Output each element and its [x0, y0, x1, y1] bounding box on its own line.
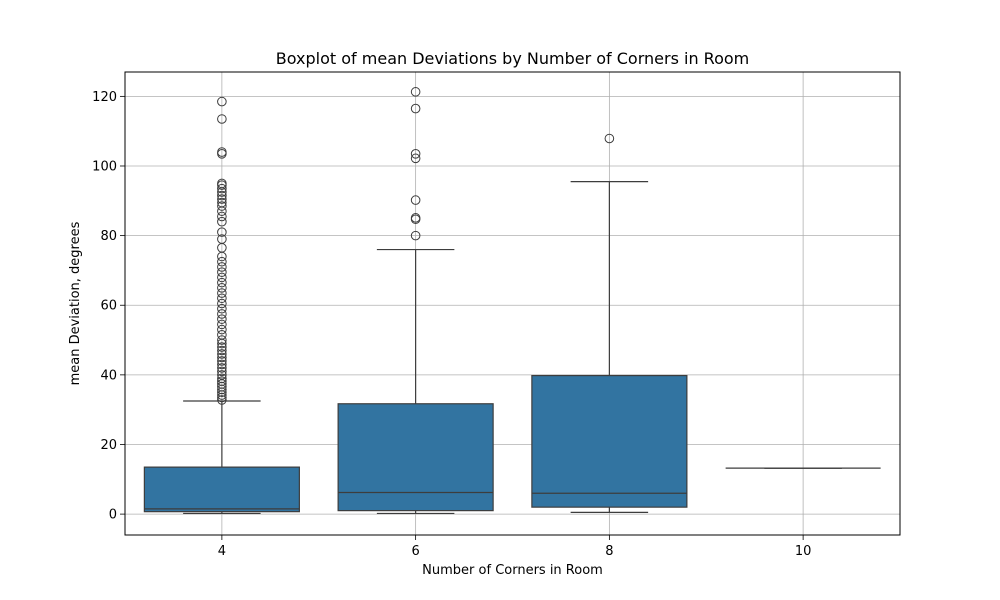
outlier-point	[217, 234, 227, 244]
outlier-point	[410, 103, 421, 114]
boxes-group	[143, 87, 881, 515]
outlier-point	[217, 303, 227, 314]
outlier-point	[217, 147, 227, 157]
outlier-point	[217, 96, 227, 107]
outlier-point	[217, 194, 227, 204]
x-tick-label: 10	[795, 544, 812, 559]
y-tick-label: 120	[92, 90, 117, 105]
outlier-point	[217, 324, 227, 335]
outlier-point	[410, 195, 421, 205]
outlier-point	[217, 345, 227, 356]
outlier-point	[217, 314, 227, 324]
y-tick-label: 100	[92, 159, 117, 174]
outlier-point	[217, 178, 227, 189]
outlier-point	[217, 277, 227, 288]
outlier-point	[217, 370, 227, 380]
outlier-point	[410, 87, 421, 97]
outlier-point	[410, 230, 421, 241]
chart-title: Boxplot of mean Deviations by Number of …	[276, 49, 749, 68]
outlier-point	[217, 211, 227, 222]
outlier-point	[217, 309, 227, 319]
y-tick-label: 0	[109, 508, 117, 523]
outlier-point	[217, 366, 227, 377]
outlier-point	[217, 342, 227, 352]
outlier-point	[217, 262, 227, 272]
outlier-point	[217, 293, 227, 304]
outlier-point	[410, 153, 421, 164]
y-axis-label: mean Deviation, degrees	[68, 221, 83, 385]
outlier-point	[217, 190, 227, 201]
x-tick-label: 6	[411, 544, 419, 559]
outlier-point	[410, 213, 421, 223]
x-tick-label: 8	[605, 544, 613, 559]
outlier-point	[217, 216, 227, 227]
outlier-point	[217, 201, 227, 211]
outlier-point	[217, 395, 227, 405]
outlier-point	[604, 133, 615, 144]
outlier-point	[217, 114, 227, 124]
outlier-point	[217, 272, 227, 283]
outlier-point	[217, 349, 227, 359]
box-group-6	[337, 87, 494, 515]
outlier-point	[217, 267, 227, 277]
x-axis-label: Number of Corners in Room	[422, 563, 603, 578]
outlier-point	[217, 330, 227, 340]
outlier-point	[217, 183, 227, 194]
box-group-4	[143, 96, 300, 515]
outlier-point	[217, 373, 227, 384]
outlier-point	[217, 298, 227, 309]
plot-background	[125, 72, 900, 535]
outlier-point	[217, 335, 227, 345]
outlier-point	[217, 392, 227, 403]
y-tick-label: 80	[100, 229, 117, 244]
outlier-point	[217, 288, 227, 298]
outlier-point	[217, 376, 227, 386]
y-tick-label: 20	[100, 438, 117, 453]
outlier-point	[217, 359, 227, 370]
outlier-point	[217, 319, 227, 330]
outlier-point	[410, 149, 421, 159]
iqr-box	[337, 403, 494, 512]
box-group-8	[531, 133, 688, 513]
y-tick-label: 60	[100, 299, 117, 314]
outlier-point	[217, 197, 227, 208]
outlier-point	[217, 352, 227, 363]
outlier-point	[217, 227, 227, 237]
plot-frame	[124, 71, 901, 536]
outlier-point	[217, 356, 227, 366]
outlier-point	[217, 256, 227, 267]
iqr-box	[531, 374, 688, 508]
outlier-point	[217, 283, 227, 293]
outlier-point	[217, 363, 227, 373]
iqr-box	[143, 466, 300, 513]
x-tick-label: 4	[218, 544, 226, 559]
y-tick-label: 40	[100, 368, 117, 383]
ticks-group: 0 20 40 60 80 100 120 4 6 8 10	[92, 90, 811, 559]
